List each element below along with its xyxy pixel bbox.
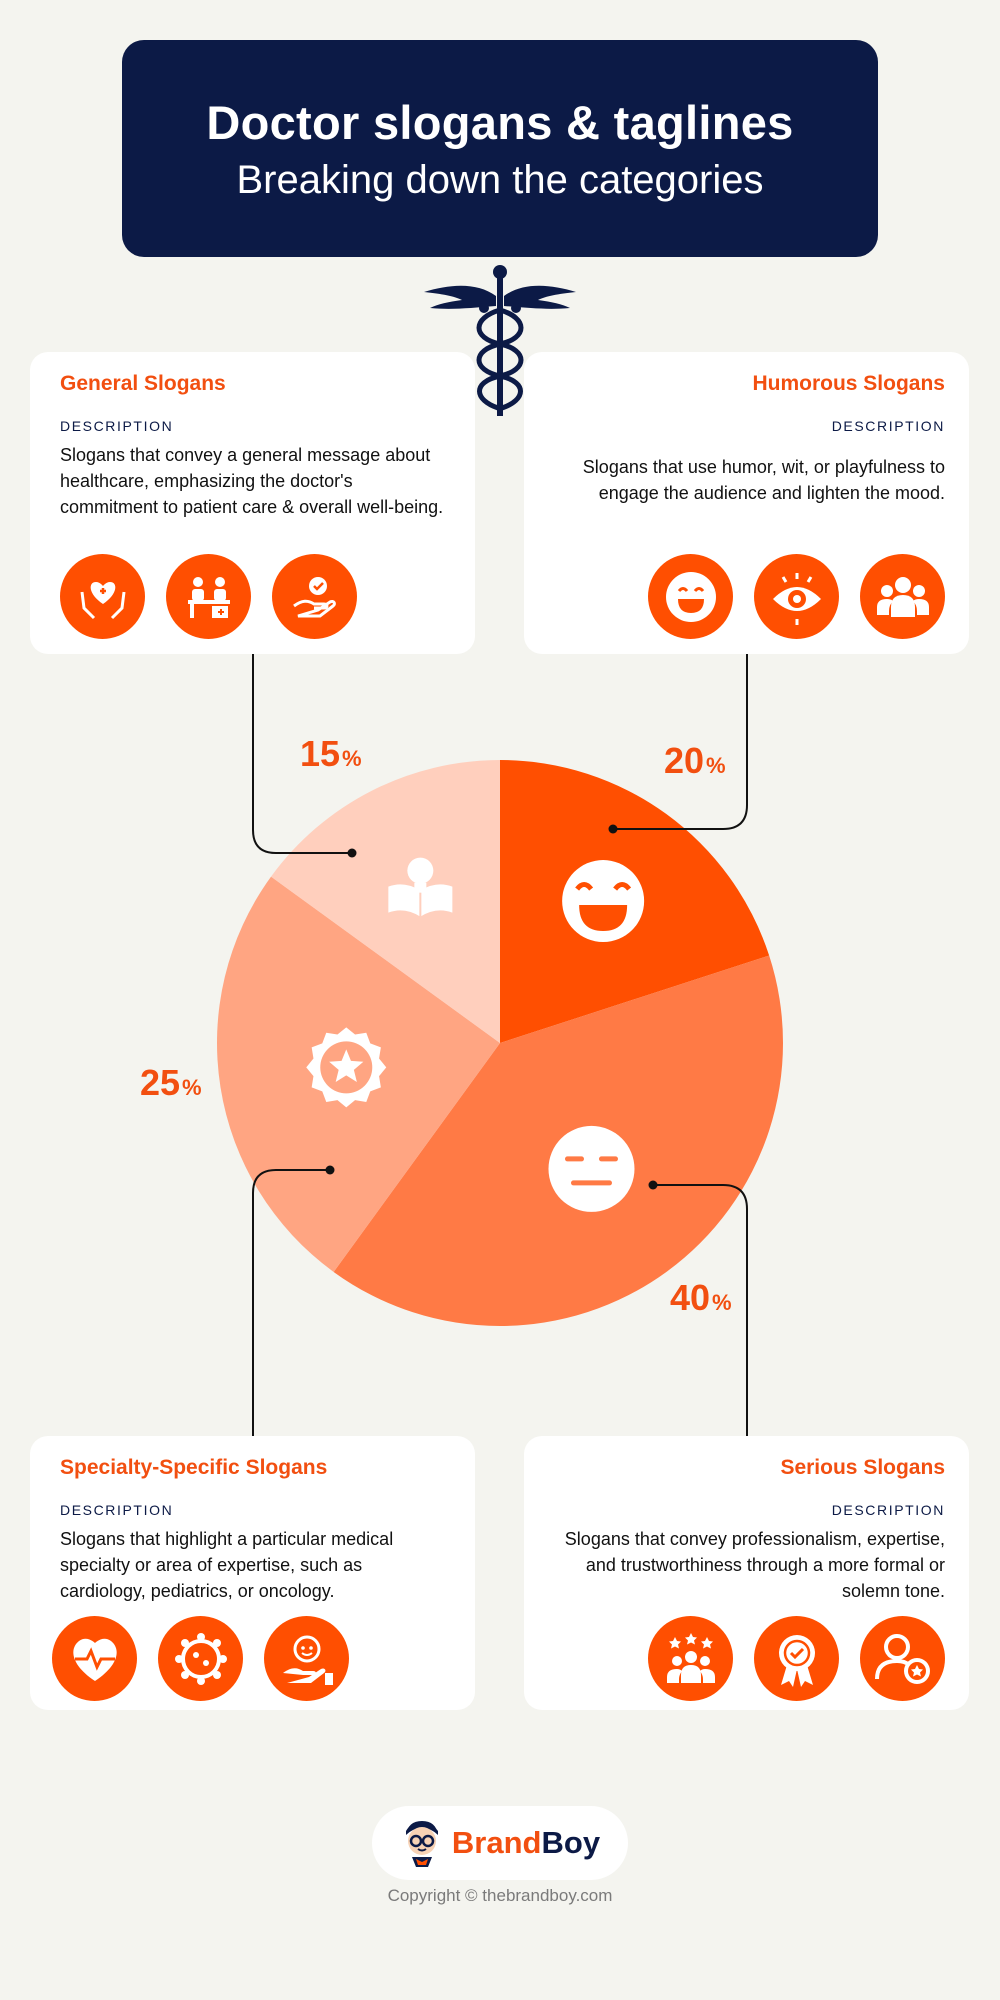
star-badge-icon — [306, 1027, 387, 1108]
specialty-slogans-card: Specialty-Specific Slogans DESCRIPTION S… — [30, 1436, 475, 1710]
hand-baby-icon — [264, 1616, 349, 1701]
description-text: Slogans that convey a general message ab… — [60, 445, 444, 517]
connector-dot — [648, 1180, 658, 1190]
logo-wordmark: BrandBoy — [452, 1825, 600, 1861]
page-title: Doctor slogans & taglines — [206, 96, 794, 149]
mascot-icon — [405, 1821, 438, 1867]
hands-heart-icon — [60, 554, 145, 639]
description-text: Slogans that highlight a particular medi… — [60, 1529, 394, 1601]
group-icon — [860, 554, 945, 639]
description-text: Slogans that use humor, wit, or playfuln… — [582, 457, 945, 503]
percent-label: 40% — [670, 1277, 732, 1318]
eye-icon — [754, 554, 839, 639]
header-banner: Doctor slogans & taglines Breaking down … — [122, 40, 878, 257]
serious-slogans-card: Serious Slogans DESCRIPTION Slogans that… — [524, 1436, 969, 1710]
description-label: DESCRIPTION — [831, 418, 945, 434]
heartbeat-icon — [52, 1616, 137, 1701]
neutral-face-icon — [548, 1125, 635, 1212]
team-stars-icon — [648, 1616, 733, 1701]
caduceus-icon — [424, 265, 576, 416]
connector-line — [653, 1184, 748, 1438]
connector-line — [613, 652, 748, 830]
pie-slice-general-slogans — [271, 760, 500, 1043]
book-bulb-icon — [388, 857, 453, 917]
connector-line — [252, 652, 352, 854]
card-title: Specialty-Specific Slogans — [60, 1456, 328, 1479]
logo-boy-text: Boy — [541, 1825, 601, 1860]
copyright-text: Copyright © thebrandboy.com — [387, 1886, 613, 1905]
card-title: Humorous Slogans — [752, 372, 945, 395]
person-badge-icon — [860, 1616, 945, 1701]
doctor-desk-icon — [166, 554, 251, 639]
description-label: DESCRIPTION — [60, 1502, 174, 1518]
page-subtitle: Breaking down the categories — [236, 158, 764, 202]
percent-label: 25% — [140, 1062, 202, 1103]
hand-check-icon — [272, 554, 357, 639]
percent-label: 15% — [300, 733, 362, 774]
award-ribbon-icon — [754, 1616, 839, 1701]
percent-label: 20% — [664, 740, 726, 781]
connector-dot — [325, 1165, 335, 1175]
laughing-face-icon — [562, 860, 645, 943]
cell-icon — [158, 1616, 243, 1701]
humorous-slogans-card: Humorous Slogans DESCRIPTION Slogans tha… — [524, 352, 969, 654]
description-label: DESCRIPTION — [831, 1502, 945, 1518]
connector-line — [252, 1169, 330, 1438]
brandboy-logo[interactable]: BrandBoy — [372, 1806, 628, 1880]
description-text: Slogans that convey professionalism, exp… — [564, 1529, 945, 1601]
laughing-face-icon — [648, 554, 733, 639]
pie-slice-serious-slogans — [333, 955, 783, 1326]
description-label: DESCRIPTION — [60, 418, 174, 434]
card-title: Serious Slogans — [780, 1456, 945, 1479]
logo-brand-text: Brand — [451, 1825, 542, 1860]
card-title: General Slogans — [60, 372, 226, 395]
connector-dot — [347, 848, 357, 858]
general-slogans-card: General Slogans DESCRIPTION Slogans that… — [30, 352, 475, 654]
connector-dot — [608, 824, 618, 834]
